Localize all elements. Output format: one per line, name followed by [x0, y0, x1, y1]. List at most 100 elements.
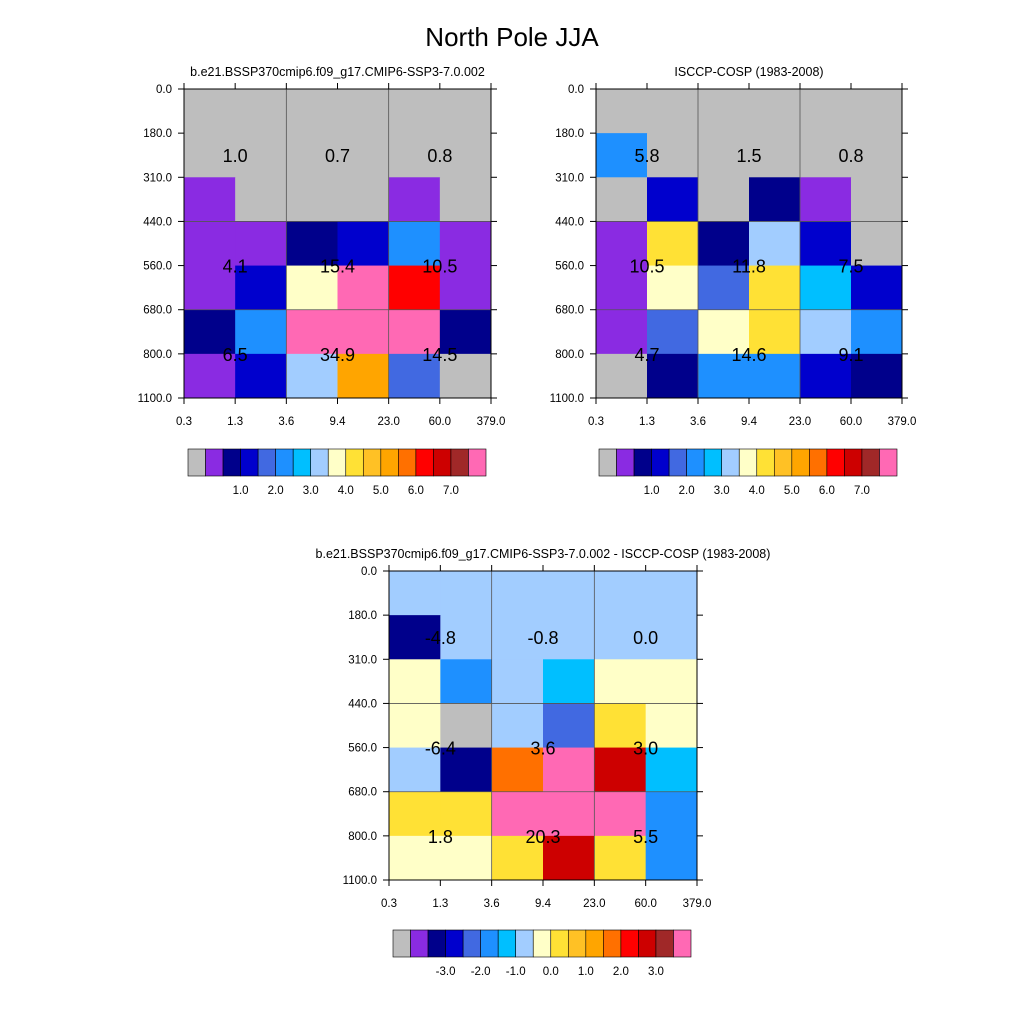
x-tick-label: 60.0 — [429, 416, 451, 428]
heatmap-cell — [594, 835, 647, 881]
heatmap-cell — [286, 309, 338, 355]
colorbar-label: 6.0 — [408, 485, 424, 497]
colorbar-label: 2.0 — [613, 966, 629, 978]
heatmap-cell — [235, 265, 287, 311]
heatmap-cell — [749, 221, 801, 266]
heatmap-cell — [286, 221, 338, 266]
colorbar-swatch — [187, 448, 206, 477]
heatmap-cell — [440, 791, 493, 837]
colorbar-swatch — [362, 448, 382, 477]
heatmap-cell — [596, 353, 648, 399]
heatmap-cell — [594, 747, 647, 793]
colorbar-swatch — [497, 929, 517, 958]
heatmap-cell — [543, 703, 595, 748]
group-total-label: 7.5 — [838, 257, 863, 277]
group-total-label: 34.9 — [320, 345, 355, 365]
heatmap-cell — [184, 309, 236, 355]
colorbar-label: -3.0 — [436, 966, 456, 978]
colorbar-swatch — [655, 929, 674, 958]
heatmap-cell — [388, 89, 441, 134]
heatmap-cell — [647, 221, 699, 266]
colorbar-swatch — [668, 448, 687, 477]
colorbar-swatch — [445, 929, 464, 958]
heatmap-cell — [596, 265, 648, 311]
heatmap-cell — [851, 89, 903, 134]
heatmap-cell — [286, 89, 338, 134]
heatmap-cell — [800, 133, 852, 178]
colorbar-swatch — [638, 929, 657, 958]
heatmap-cell — [184, 89, 236, 134]
y-tick-label: 680.0 — [555, 305, 584, 317]
heatmap-cell — [491, 791, 544, 837]
colorbar-swatch — [861, 448, 880, 477]
colorbar-swatch — [327, 448, 347, 477]
y-tick-label: 680.0 — [348, 787, 377, 799]
colorbar-swatch — [433, 448, 452, 477]
heatmap-cell — [440, 615, 493, 660]
heatmap-cell — [647, 177, 699, 222]
heatmap-cell — [543, 747, 595, 793]
heatmap-cell — [439, 133, 492, 178]
group-total-label: 0.0 — [633, 628, 658, 648]
group-total-label: -4.8 — [425, 628, 456, 648]
colorbar-label: 4.0 — [338, 485, 354, 497]
heatmap-cell — [851, 221, 903, 266]
colorbar: 1.0 2.0 3.0 4.0 5.0 6.0 7.0 — [598, 448, 898, 497]
heatmap-cell — [698, 265, 750, 311]
colorbar-swatch — [450, 448, 469, 477]
colorbar-swatch — [567, 929, 587, 958]
x-tick-label: 0.3 — [176, 416, 192, 428]
colorbar-swatch — [398, 448, 417, 477]
colorbar-swatch — [603, 929, 622, 958]
y-tick-label: 440.0 — [348, 698, 377, 710]
heatmap-cell — [337, 133, 390, 178]
y-tick-label: 180.0 — [555, 128, 584, 140]
heatmap-cell — [286, 177, 338, 222]
heatmap-cell — [439, 177, 492, 222]
colorbar-label: 0.0 — [543, 966, 559, 978]
y-tick-label: 440.0 — [555, 216, 584, 228]
heatmap-cell — [389, 791, 441, 837]
heatmap-cell — [184, 133, 236, 178]
heatmap-cell — [698, 133, 750, 178]
heatmap-cell — [389, 747, 441, 793]
x-tick-label: 3.6 — [690, 416, 706, 428]
heatmap-cell — [440, 703, 493, 748]
x-tick-label: 379.0 — [683, 898, 712, 910]
colorbar-swatch — [585, 929, 604, 958]
y-tick-label: 180.0 — [348, 610, 377, 622]
heatmap-cell — [800, 177, 852, 222]
colorbar-swatch — [756, 448, 775, 477]
y-tick-label: 310.0 — [143, 172, 172, 184]
colorbar-swatch — [633, 448, 652, 477]
group-total-label: 0.7 — [325, 146, 350, 166]
heatmap-cell — [543, 835, 595, 881]
colorbar-label: 4.0 — [749, 485, 765, 497]
colorbar-swatch — [809, 448, 828, 477]
group-total-label: 0.8 — [427, 146, 452, 166]
heatmap-cell — [596, 89, 648, 134]
heatmap-cell — [235, 221, 287, 266]
colorbar-swatch — [620, 929, 639, 958]
heatmap-cell — [439, 221, 492, 266]
colorbar-label: 2.0 — [679, 485, 695, 497]
heatmap-cell — [491, 659, 544, 704]
colorbar-swatch — [468, 448, 487, 477]
heatmap-cell — [800, 89, 852, 134]
heatmap-cell — [286, 353, 338, 399]
y-tick-label: 560.0 — [143, 261, 172, 273]
heatmap-cell — [851, 309, 903, 355]
heatmap-cell — [388, 133, 441, 178]
colorbar-swatch — [721, 448, 740, 477]
colorbar-swatch — [292, 448, 312, 477]
colorbar-swatch — [380, 448, 399, 477]
group-total-label: 4.7 — [634, 345, 659, 365]
heatmap-cell — [647, 309, 699, 355]
x-tick-label: 3.6 — [278, 416, 294, 428]
heatmap-cell — [594, 659, 647, 704]
group-total-label: 1.8 — [428, 827, 453, 847]
heatmap-cell — [645, 791, 698, 837]
y-tick-label: 680.0 — [143, 305, 172, 317]
colorbar-label: 7.0 — [854, 485, 870, 497]
